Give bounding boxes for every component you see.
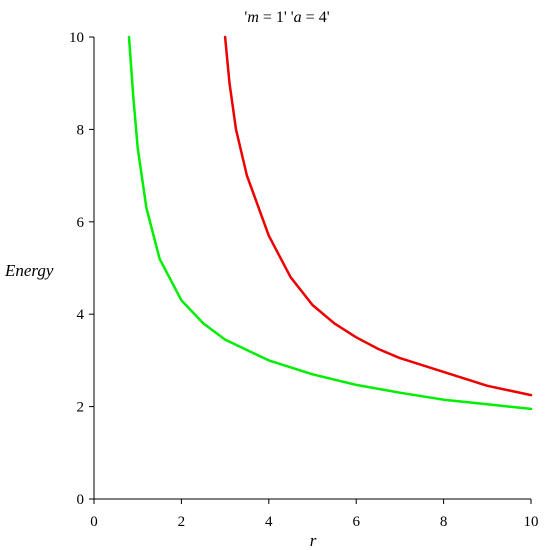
title-var-a: a [294,9,302,26]
y-tick-label: 10 [69,30,84,46]
x-tick-label: 4 [265,514,273,530]
series-line-0 [223,35,533,397]
axis-ticks: 0 2 4 6 8 10 0 2 4 6 8 10 [69,30,539,530]
title-eq-1: = 1' ' [259,9,294,26]
x-axis-title: r [310,531,317,550]
y-tick-label: 8 [77,122,85,138]
y-axis-title: Energy [4,261,54,280]
title-eq-2: = 4' [302,9,330,26]
title-var-m: m [247,9,259,26]
chart-title: 'm = 1' 'a = 4' [244,9,329,26]
x-tick-label: 2 [178,514,186,530]
x-tick-label: 8 [440,514,448,530]
plot-area [127,35,533,411]
x-tick-label: 0 [90,514,98,530]
y-tick-label: 6 [77,215,85,231]
x-tick-label: 6 [352,514,360,530]
series-line-1 [127,35,533,411]
y-tick-label: 4 [77,307,85,323]
y-tick-label: 0 [77,492,85,508]
title-quote: ' [244,9,247,26]
x-tick-label: 10 [524,514,539,530]
y-tick-label: 2 [77,400,85,416]
